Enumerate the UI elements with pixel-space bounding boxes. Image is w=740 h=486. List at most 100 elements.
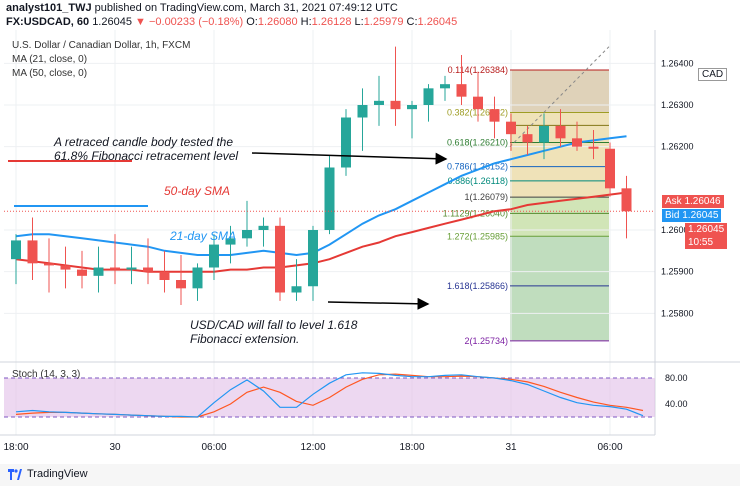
candle-body bbox=[77, 269, 87, 276]
last-price-tag: 1.26045 10:55 bbox=[685, 223, 728, 249]
candle-body bbox=[440, 84, 450, 89]
candle-body bbox=[225, 238, 236, 245]
down-arrow-icon: ▼ bbox=[135, 16, 146, 28]
candle-body bbox=[143, 267, 153, 272]
candle-body bbox=[308, 230, 318, 287]
footer: TradingView bbox=[0, 464, 740, 486]
high-label: H: bbox=[300, 16, 312, 28]
fib-label-2: 2(1.25734) bbox=[464, 336, 508, 346]
candle-body bbox=[374, 100, 384, 105]
price-tick: 1.26000 bbox=[661, 225, 694, 235]
ask-price: 1.26046 bbox=[684, 196, 721, 207]
annotation-sma21: 21-day SMA bbox=[170, 229, 237, 243]
candle-body bbox=[539, 125, 549, 143]
candle-body bbox=[456, 84, 467, 97]
author[interactable]: analyst101_TWJ bbox=[6, 2, 92, 14]
time-tick: 18:00 bbox=[3, 442, 28, 453]
open-value: 1.26080 bbox=[257, 16, 298, 28]
currency-label[interactable]: CAD bbox=[698, 68, 728, 81]
fib-label-1.272: 1.272(1.25985) bbox=[447, 231, 508, 241]
time-tick: 06:00 bbox=[597, 442, 622, 453]
fib-label-0.886: 0.886(1.26118) bbox=[448, 176, 508, 186]
time-tick: 06:00 bbox=[201, 442, 226, 453]
annotation-retrace-line2: 61.8% Fibonacci retracement level bbox=[54, 149, 239, 163]
candle-body bbox=[506, 121, 516, 135]
candle-body bbox=[357, 105, 368, 118]
annotation-retrace-line1: A retraced candle body tested the bbox=[54, 135, 234, 149]
candle-body bbox=[242, 230, 252, 239]
candle-body bbox=[11, 240, 21, 260]
published-text: published on TradingView.com, March 31, … bbox=[94, 2, 398, 14]
low-value: 1.25979 bbox=[363, 16, 404, 28]
chart-title: U.S. Dollar / Canadian Dollar, 1h, FXCM bbox=[12, 40, 191, 51]
ma21-line bbox=[15, 135, 627, 257]
arrow-fall bbox=[327, 297, 430, 310]
price-tick: 1.25900 bbox=[661, 267, 694, 277]
candle-body bbox=[209, 244, 219, 268]
ohlc-line: FX:USDCAD, 60 1.26045 ▼ −0.00233 (−0.18%… bbox=[6, 16, 457, 28]
arrow-retrace bbox=[251, 152, 448, 165]
candle-body bbox=[605, 148, 615, 189]
last-price: 1.26045 bbox=[92, 16, 132, 28]
bid-tag: Bid 1.26045 bbox=[662, 209, 722, 222]
price-tick: 1.26200 bbox=[661, 142, 694, 152]
tradingview-brand[interactable]: TradingView bbox=[27, 468, 88, 480]
ma50-legend[interactable]: MA (50, close, 0) bbox=[12, 68, 88, 79]
candles bbox=[11, 46, 632, 305]
close-label: C: bbox=[406, 16, 418, 28]
fib-zone-top bbox=[510, 70, 609, 113]
ask-tag: Ask 1.26046 bbox=[662, 195, 724, 208]
stoch-legend[interactable]: Stoch (14, 3, 3) bbox=[12, 369, 81, 380]
ma21-legend[interactable]: MA (21, close, 0) bbox=[12, 54, 88, 65]
header: analyst101_TWJ published on TradingView.… bbox=[0, 0, 740, 30]
candle-body bbox=[522, 134, 533, 143]
stochastic-panel: 80.00 40.00 bbox=[0, 361, 740, 418]
stoch-k-line bbox=[15, 372, 644, 418]
ask-label: Ask bbox=[665, 196, 682, 207]
fib-label-0.114: 0.114(1.26384) bbox=[448, 65, 508, 75]
candle-body bbox=[159, 271, 170, 280]
candle-body bbox=[324, 167, 335, 230]
candle-body bbox=[275, 225, 285, 293]
annotation-sma50: 50-day SMA bbox=[164, 184, 231, 198]
fib-label-1: 1(1.26079) bbox=[464, 192, 508, 202]
annotation-fall: USD/CAD will fall to level 1.618 Fibonac… bbox=[190, 318, 357, 346]
annotation-fall-line2: Fibonacci extension. bbox=[190, 332, 300, 346]
candle-body bbox=[44, 263, 54, 266]
moving-averages bbox=[8, 135, 627, 273]
bid-price: 1.26045 bbox=[682, 210, 719, 221]
candle-body bbox=[93, 267, 104, 276]
candle-body bbox=[258, 225, 269, 230]
fib-label-1.1129: 1.1129(1.26040) bbox=[443, 208, 508, 218]
candle-body bbox=[621, 188, 632, 212]
price-chart[interactable]: 0.114(1.26384) 0.382(1.26282) 0.618(1.2621… bbox=[0, 30, 740, 464]
candle-body bbox=[390, 100, 401, 110]
bid-label: Bid bbox=[665, 210, 680, 221]
fibonacci-zone bbox=[510, 70, 609, 341]
candle-body bbox=[126, 267, 137, 270]
ma50-line bbox=[15, 191, 627, 273]
low-label: L: bbox=[354, 16, 364, 28]
annotation-arrows bbox=[251, 152, 448, 310]
chart-frame[interactable]: 0.114(1.26384) 0.382(1.26282) 0.618(1.2621… bbox=[0, 30, 740, 464]
close-value: 1.26045 bbox=[417, 16, 458, 28]
price-tick: 1.26300 bbox=[661, 100, 694, 110]
time-tick: 12:00 bbox=[300, 442, 325, 453]
fib-zone-bottom bbox=[510, 236, 609, 341]
annotation-fall-line1: USD/CAD will fall to level 1.618 bbox=[190, 318, 358, 332]
candle-body bbox=[572, 138, 582, 147]
stoch-tick: 40.00 bbox=[665, 399, 688, 409]
candle-body bbox=[176, 280, 186, 289]
tradingview-logo-icon[interactable] bbox=[8, 469, 22, 480]
high-value: 1.26128 bbox=[311, 16, 352, 28]
fib-label-1.618: 1.618(1.25866) bbox=[447, 281, 508, 291]
annotation-retrace: A retraced candle body tested the 61.8% … bbox=[54, 135, 238, 163]
fib-label-0.618: 0.618(1.26210) bbox=[447, 138, 508, 148]
fib-label-0.786: 0.786(1.26152) bbox=[447, 162, 508, 172]
candle-body bbox=[60, 265, 71, 270]
candle-body bbox=[555, 125, 566, 139]
time-tick: 31 bbox=[505, 442, 517, 453]
candle-body bbox=[341, 117, 351, 168]
candle-body bbox=[489, 109, 500, 122]
candle-body bbox=[192, 267, 203, 289]
